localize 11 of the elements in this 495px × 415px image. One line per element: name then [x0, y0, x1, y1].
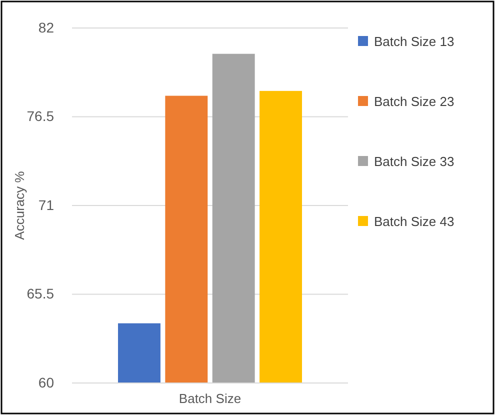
legend-label: Batch Size 13 [374, 34, 454, 49]
y-axis-title: Accuracy % [12, 170, 27, 240]
legend-label: Batch Size 43 [374, 214, 454, 229]
legend-label: Batch Size 23 [374, 94, 454, 109]
y-tick-label: 60 [38, 374, 54, 390]
y-tick-label: 76.5 [26, 108, 54, 124]
y-tick-label: 71 [38, 196, 54, 213]
y-tick-label: 65.5 [26, 286, 54, 302]
x-tick-label: Batch Size [178, 391, 242, 406]
y-tick-label: 82 [38, 19, 54, 36]
legend-label: Batch Size 33 [374, 154, 454, 169]
